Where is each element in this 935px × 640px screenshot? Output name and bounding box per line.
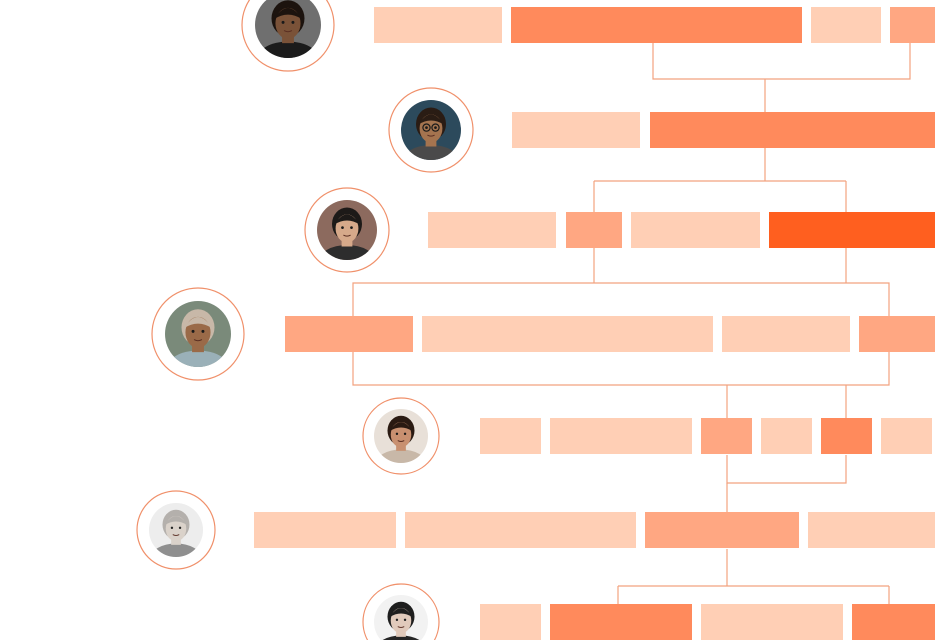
timeline-block — [645, 512, 799, 548]
timeline-block — [512, 112, 640, 148]
timeline-block — [285, 316, 413, 352]
timeline-block — [701, 418, 752, 454]
timeline-block — [480, 418, 541, 454]
timeline-block — [254, 512, 396, 548]
timeline-block — [722, 316, 850, 352]
timeline-block — [769, 212, 935, 248]
timeline-block — [550, 418, 692, 454]
timeline-block — [701, 604, 843, 640]
avatars — [136, 0, 474, 640]
generation-row-blocks — [512, 112, 935, 148]
generation-row-blocks — [480, 418, 932, 454]
avatar[interactable] — [362, 397, 440, 479]
timeline-block — [761, 418, 812, 454]
generation-row-blocks — [480, 604, 935, 640]
timeline-block — [650, 112, 935, 148]
timeline-block — [566, 212, 622, 248]
timeline-block — [428, 212, 556, 248]
timeline-block — [821, 418, 872, 454]
avatar[interactable] — [362, 583, 440, 640]
timeline-block — [550, 604, 692, 640]
timeline-block — [422, 316, 713, 352]
person-portrait-icon — [374, 595, 428, 640]
avatar[interactable] — [241, 0, 335, 78]
generation-row-blocks — [285, 316, 935, 352]
generation-row-blocks — [254, 512, 935, 548]
timeline-block — [890, 7, 935, 43]
timeline-block — [881, 418, 932, 454]
person-portrait-icon — [255, 0, 321, 58]
avatar[interactable] — [304, 187, 390, 278]
timeline-block — [480, 604, 541, 640]
timeline-block — [511, 7, 802, 43]
generation-row-blocks — [428, 212, 935, 248]
timeline-block — [811, 7, 881, 43]
row-blocks — [254, 7, 935, 640]
timeline-block — [374, 7, 502, 43]
timeline-block — [631, 212, 760, 248]
avatar[interactable] — [136, 490, 216, 573]
timeline-block — [852, 604, 935, 640]
avatar[interactable] — [388, 87, 474, 178]
timeline-block — [859, 316, 935, 352]
generation-row-blocks — [374, 7, 935, 43]
avatar[interactable] — [151, 287, 245, 387]
person-portrait-icon — [317, 200, 377, 260]
connector-line — [726, 455, 847, 484]
person-portrait-icon — [401, 100, 461, 160]
connector-line — [652, 43, 911, 80]
timeline-block — [405, 512, 636, 548]
timeline-block — [808, 512, 935, 548]
person-portrait-icon — [374, 409, 428, 463]
person-portrait-icon — [149, 503, 203, 557]
person-portrait-icon — [165, 301, 231, 367]
